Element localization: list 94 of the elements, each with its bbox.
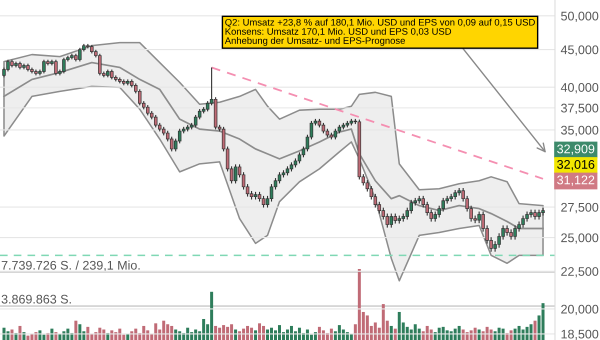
bar	[154, 323, 158, 340]
bar	[258, 323, 262, 340]
bar	[374, 322, 377, 340]
bar	[542, 303, 545, 340]
bar	[2, 328, 6, 340]
bar	[222, 325, 226, 340]
bar	[210, 292, 214, 340]
bar	[342, 329, 345, 340]
bar	[306, 329, 309, 340]
bar	[382, 304, 385, 340]
bar	[534, 320, 537, 340]
bar	[242, 328, 246, 340]
bar	[66, 328, 70, 340]
bar	[338, 325, 341, 340]
y-tick-label: 20,000	[561, 304, 598, 316]
bar	[490, 329, 493, 340]
bar	[398, 312, 401, 340]
bar	[514, 328, 517, 340]
y-tick-label: 27,500	[561, 202, 598, 214]
bar	[486, 326, 489, 340]
bar	[498, 328, 501, 340]
text: 31,122	[557, 176, 594, 186]
bar	[522, 329, 525, 340]
annotation: Q2: Umsatz +23,8 % auf 180,1 Mio. USD und EPS von 0,09 auf 0,15 USD Konsens: Umsatz 170,1 Mio. USD und EPS 0,03 USD Anhebung der Umsatz- und EPS-Prognose	[224, 18, 535, 46]
bar	[170, 326, 174, 340]
bar	[250, 328, 254, 340]
bar	[246, 326, 250, 340]
bar	[286, 329, 289, 340]
ref-line-label: 3.869.863 S.	[2, 294, 71, 304]
bar	[118, 328, 122, 340]
text: 32,909	[557, 144, 594, 155]
bar	[318, 326, 321, 340]
bar	[298, 328, 301, 340]
bar	[350, 334, 353, 340]
bar	[438, 328, 441, 340]
bar	[530, 324, 533, 340]
bar	[86, 326, 90, 340]
text: 32,016	[557, 160, 594, 170]
bar	[78, 324, 82, 340]
y-tick-label: 25,000	[561, 233, 598, 244]
bar	[74, 320, 78, 340]
bar	[42, 334, 46, 340]
bar	[194, 329, 198, 340]
bar	[10, 329, 14, 340]
bar	[102, 329, 106, 340]
bar	[58, 334, 62, 340]
bar	[234, 329, 238, 340]
bar	[142, 326, 146, 340]
bar	[26, 336, 30, 340]
bar	[134, 328, 138, 340]
bar	[202, 318, 206, 340]
bar	[526, 326, 529, 340]
y-tick-label: 50,000	[561, 12, 598, 22]
ref-line-label: 7.739.726 S. / 239,1 Mio.	[2, 260, 140, 272]
bar	[458, 326, 461, 340]
bar	[406, 326, 409, 340]
bar	[230, 324, 234, 340]
bar	[366, 315, 369, 340]
bar	[478, 329, 481, 340]
y-tick-label: 35,000	[561, 126, 598, 136]
y-tick-label: 22,500	[561, 267, 598, 278]
bar	[474, 328, 477, 340]
bar	[262, 326, 266, 340]
bar	[50, 328, 54, 340]
bar	[186, 328, 190, 340]
bar	[358, 269, 361, 340]
bar	[290, 326, 293, 340]
bar	[174, 329, 178, 340]
y-tick-label: 40,000	[560, 83, 598, 94]
bar	[166, 324, 170, 340]
bar	[18, 326, 22, 340]
y-tick-label: 37,500	[561, 104, 598, 114]
bar	[98, 328, 102, 340]
bar	[218, 328, 222, 340]
bar	[390, 326, 393, 340]
bar	[214, 326, 218, 340]
bar	[278, 325, 281, 340]
bar	[226, 326, 230, 340]
bar	[426, 326, 429, 340]
bar	[518, 326, 521, 340]
bar	[502, 328, 505, 340]
bar	[270, 328, 274, 340]
bar	[126, 334, 130, 340]
bar	[462, 329, 465, 340]
bar	[330, 328, 333, 340]
y-tick-label: 18,500	[562, 330, 598, 340]
bar	[162, 320, 166, 340]
bar	[30, 334, 34, 340]
bar	[430, 329, 433, 340]
bar	[394, 328, 397, 340]
y-tick-label: 45,000	[560, 45, 598, 56]
bar	[442, 326, 445, 340]
bar	[454, 328, 457, 340]
bar	[266, 329, 270, 340]
